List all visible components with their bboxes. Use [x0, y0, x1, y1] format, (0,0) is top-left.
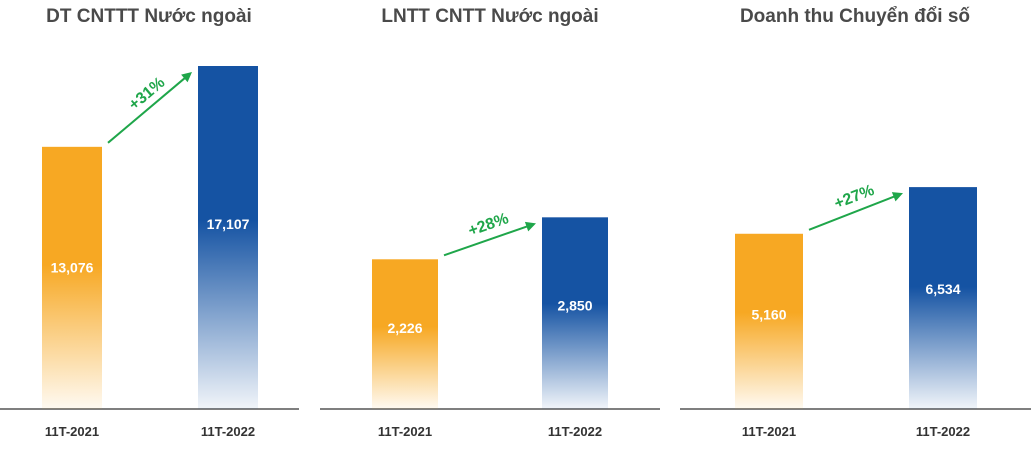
growth-arrow-line: [808, 194, 898, 231]
growth-arrow-line: [443, 224, 531, 257]
growth-arrow-line: [107, 76, 187, 144]
growth-label: +31%: [126, 74, 169, 114]
x-tick-label: 11T-2021: [378, 424, 432, 439]
chart-panel-1: DT CNTTT Nước ngoài 13,076 11T-2021 17,107 1…: [0, 6, 299, 439]
bar-value-label: 17,107: [207, 216, 250, 232]
x-tick-label: 11T-2022: [201, 424, 255, 439]
x-tick-label: 11T-2021: [45, 424, 99, 439]
bar-value-label: 2,850: [557, 297, 592, 313]
bar-11T-2022: [542, 217, 608, 409]
growth-arrow-head: [524, 221, 536, 232]
bar-value-label: 2,226: [387, 320, 422, 336]
growth-arrow-head: [181, 72, 192, 83]
bar-11T-2021: [42, 146, 102, 410]
bar-value-label: 6,534: [925, 281, 960, 297]
chart-title: LNTT CNTT Nước ngoài: [381, 6, 598, 27]
x-tick-label: 11T-2022: [548, 424, 602, 439]
bar-value-label: 13,076: [51, 259, 94, 275]
chart-title: DT CNTTT Nước ngoài: [46, 6, 252, 27]
growth-label: +27%: [832, 182, 877, 213]
x-tick-label: 11T-2022: [916, 424, 970, 439]
bar-11T-2022: [198, 66, 258, 409]
x-tick-label: 11T-2021: [742, 424, 796, 439]
chart-panel-2: LNTT CNTT Nước ngoài 2,226 11T-2021 2,850 11…: [320, 6, 660, 439]
chart-panel-3: Doanh thu Chuyển đổi số 5,160 11T-2021 6,53…: [680, 6, 1031, 439]
growth-arrow-head: [891, 192, 903, 202]
bar-value-label: 5,160: [751, 306, 786, 322]
bar-11T-2021: [735, 233, 803, 409]
bar-11T-2021: [372, 259, 438, 409]
bar-11T-2022: [909, 187, 977, 409]
chart-title: Doanh thu Chuyển đổi số: [740, 6, 970, 27]
